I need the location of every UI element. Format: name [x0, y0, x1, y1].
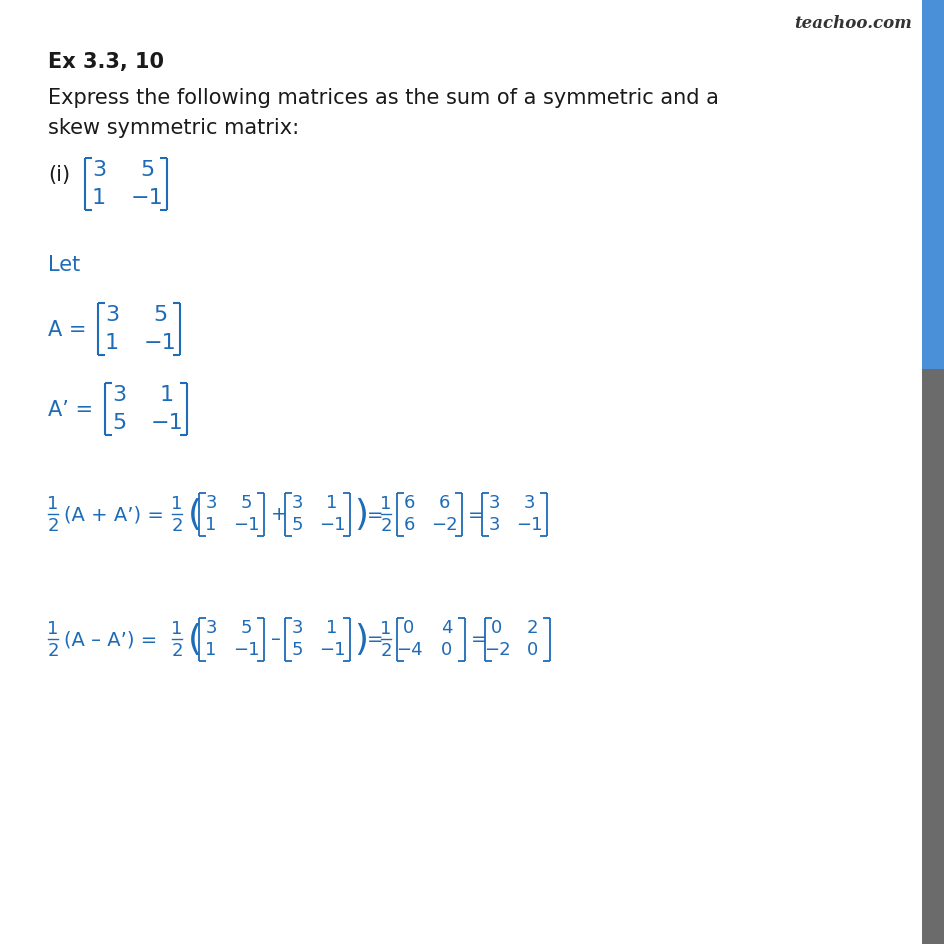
Text: −1: −1	[130, 188, 163, 208]
Text: −1: −1	[318, 515, 345, 533]
Text: 1: 1	[326, 494, 337, 512]
Text: ): )	[354, 622, 367, 656]
Text: teachoo.com: teachoo.com	[793, 15, 911, 32]
Text: −1: −1	[515, 515, 542, 533]
Text: 2: 2	[47, 641, 59, 659]
Text: 3: 3	[291, 618, 302, 636]
Text: 3: 3	[523, 494, 534, 512]
Text: –: –	[271, 630, 280, 649]
Text: −1: −1	[143, 333, 177, 353]
Text: 3: 3	[205, 618, 216, 636]
Text: 3: 3	[291, 494, 302, 512]
Text: ): )	[354, 497, 367, 531]
Text: skew symmetric matrix:: skew symmetric matrix:	[48, 118, 299, 138]
Text: =: =	[470, 630, 487, 649]
Text: 3: 3	[111, 385, 126, 405]
Text: 1: 1	[205, 515, 216, 533]
Text: 2: 2	[526, 618, 537, 636]
Text: (A + A’) =: (A + A’) =	[64, 505, 163, 524]
Text: 3: 3	[105, 305, 119, 325]
Text: 4: 4	[441, 618, 452, 636]
Text: 3: 3	[205, 494, 216, 512]
Text: 0: 0	[441, 641, 452, 659]
Text: 1: 1	[105, 333, 119, 353]
Text: 1: 1	[379, 619, 391, 637]
Text: 2: 2	[171, 641, 182, 659]
Text: 6: 6	[438, 494, 449, 512]
Text: 0: 0	[526, 641, 537, 659]
Text: 5: 5	[240, 618, 251, 636]
Text: 6: 6	[403, 494, 414, 512]
Text: 5: 5	[291, 641, 302, 659]
Bar	[921, 0, 944, 370]
Text: 3: 3	[488, 515, 499, 533]
Text: Express the following matrices as the sum of a symmetric and a: Express the following matrices as the su…	[48, 88, 718, 108]
Text: 1: 1	[160, 385, 174, 405]
Text: 1: 1	[205, 641, 216, 659]
Text: 5: 5	[140, 160, 154, 180]
Text: −2: −2	[483, 641, 510, 659]
Text: 0: 0	[403, 618, 414, 636]
Text: 3: 3	[488, 494, 499, 512]
Text: −2: −2	[430, 515, 457, 533]
Text: 5: 5	[153, 305, 167, 325]
Text: 5: 5	[291, 515, 302, 533]
Text: 3: 3	[92, 160, 106, 180]
Text: 1: 1	[171, 495, 182, 513]
Text: −4: −4	[396, 641, 422, 659]
Text: Let: Let	[48, 255, 80, 275]
Text: 5: 5	[240, 494, 251, 512]
Text: (: (	[188, 497, 202, 531]
Text: 2: 2	[379, 641, 392, 659]
Text: 1: 1	[379, 495, 391, 513]
Text: A =: A =	[48, 320, 87, 340]
Bar	[921, 370, 944, 944]
Text: 1: 1	[47, 495, 59, 513]
Text: 1: 1	[47, 619, 59, 637]
Text: 1: 1	[92, 188, 106, 208]
Text: +: +	[271, 505, 287, 524]
Text: 6: 6	[403, 515, 414, 533]
Text: 0: 0	[491, 618, 502, 636]
Text: 2: 2	[379, 516, 392, 534]
Text: 2: 2	[171, 516, 182, 534]
Text: −1: −1	[150, 413, 183, 432]
Text: 1: 1	[171, 619, 182, 637]
Text: A’ =: A’ =	[48, 399, 93, 419]
Text: (: (	[188, 622, 202, 656]
Text: 1: 1	[326, 618, 337, 636]
Text: −1: −1	[232, 515, 259, 533]
Text: 2: 2	[47, 516, 59, 534]
Text: −1: −1	[318, 641, 345, 659]
Text: 5: 5	[111, 413, 126, 432]
Text: Ex 3.3, 10: Ex 3.3, 10	[48, 52, 164, 72]
Text: =: =	[366, 505, 383, 524]
Text: =: =	[366, 630, 383, 649]
Text: (i): (i)	[48, 165, 70, 185]
Text: −1: −1	[232, 641, 259, 659]
Text: =: =	[467, 505, 484, 524]
Text: (A – A’) =: (A – A’) =	[64, 630, 157, 649]
